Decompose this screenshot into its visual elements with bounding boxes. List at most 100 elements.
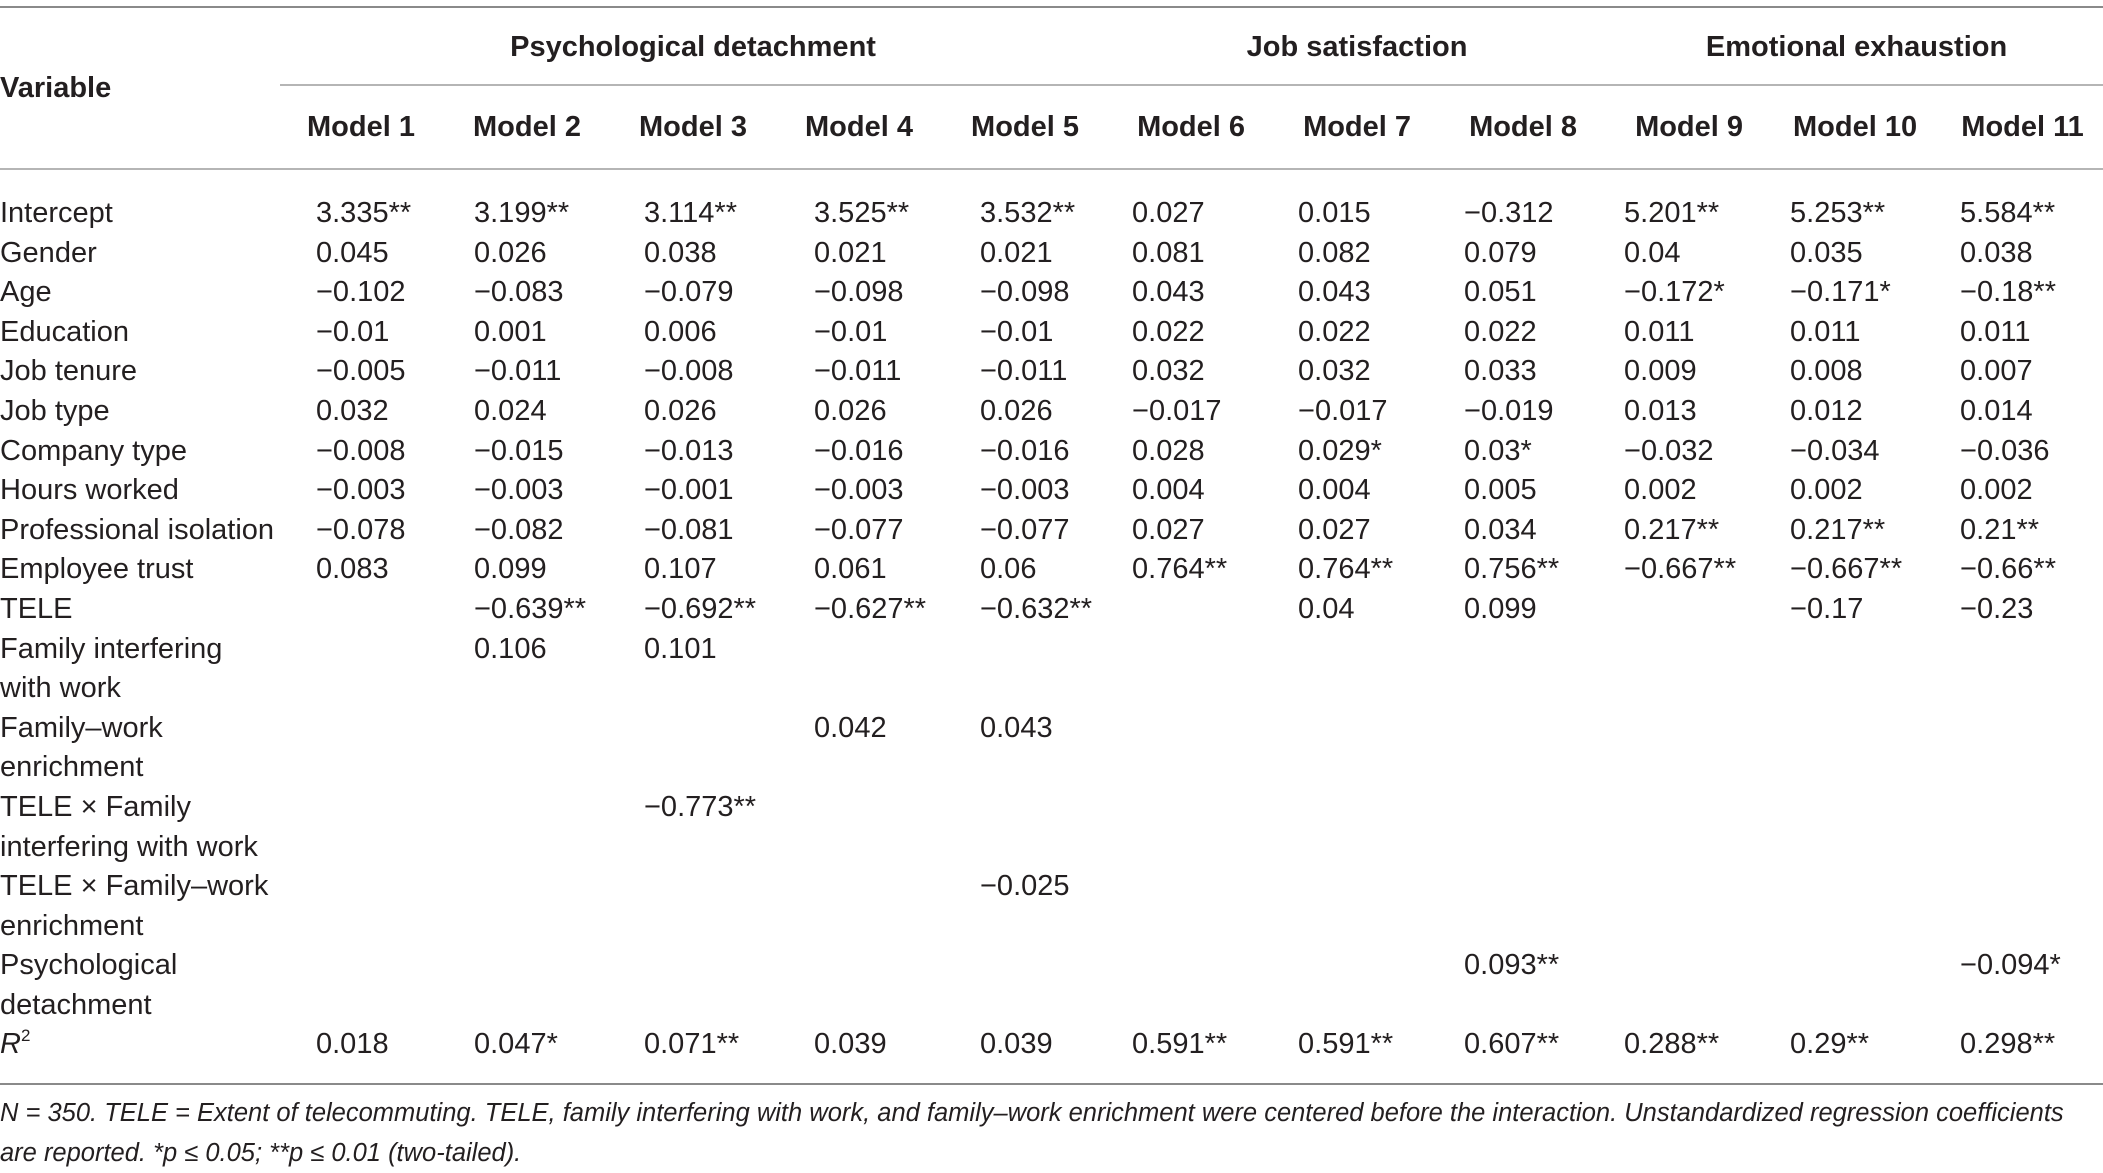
coefficient-cell: 0.039 bbox=[980, 1028, 1053, 1061]
coefficient-cell bbox=[1938, 867, 2103, 946]
group-rule bbox=[1108, 84, 1607, 86]
coefficient-cell: −0.016 bbox=[814, 434, 904, 467]
coefficient-cell bbox=[942, 946, 1108, 1025]
coefficient-cell: 0.029* bbox=[1298, 434, 1382, 467]
row-variable-label: Employee trust bbox=[0, 553, 194, 586]
coefficient-cell: −0.019 bbox=[1464, 394, 1554, 427]
coefficient-cell bbox=[1606, 788, 1772, 867]
coefficient-cell: 0.039 bbox=[814, 1028, 887, 1061]
coefficient-cell: 0.001 bbox=[474, 315, 547, 348]
coefficient-cell: −0.082 bbox=[474, 513, 564, 546]
row-variable-label: Age bbox=[0, 276, 52, 309]
coefficient-cell: −0.036 bbox=[1960, 434, 2050, 467]
coefficient-cell: 0.002 bbox=[1624, 474, 1697, 507]
coefficient-cell: 3.199** bbox=[474, 197, 570, 229]
coefficient-cell: 0.004 bbox=[1298, 474, 1371, 507]
group-header-job-satisfaction: Job satisfaction bbox=[1108, 6, 1607, 86]
model-column-header: Model 2 bbox=[444, 86, 610, 170]
table-row: Gender 0.045 0.026 0.038 0.021 0.021 0.081 0.08… bbox=[0, 234, 2103, 274]
coefficient-cell: 0.022 bbox=[1132, 315, 1205, 348]
coefficient-cell: 0.081 bbox=[1132, 236, 1205, 269]
coefficient-cell: 0.04 bbox=[1298, 592, 1355, 625]
row-variable-label: Job type bbox=[0, 394, 110, 427]
coefficient-cell: −0.081 bbox=[644, 513, 734, 546]
coefficient-cell: 0.06 bbox=[980, 553, 1037, 586]
table-row: Hours worked −0.003 −0.003 −0.001 −0.003 −0.0… bbox=[0, 471, 2103, 511]
coefficient-cell: 0.061 bbox=[814, 553, 887, 586]
coefficient-cell: 0.051 bbox=[1464, 276, 1537, 309]
coefficient-cell: 0.038 bbox=[1960, 236, 2033, 269]
table-row: Job type 0.032 0.024 0.026 0.026 0.026 −0.017 −… bbox=[0, 392, 2103, 432]
coefficient-cell bbox=[278, 630, 444, 709]
coefficient-cell: 0.043 bbox=[1298, 276, 1371, 309]
coefficient-cell: −0.034 bbox=[1790, 434, 1880, 467]
coefficient-cell bbox=[776, 630, 942, 709]
coefficient-cell: 0.011 bbox=[1790, 315, 1861, 348]
regression-table-container: Variable Psychological detachment Job sa… bbox=[0, 6, 2103, 1085]
coefficient-cell: −0.172* bbox=[1624, 276, 1725, 309]
coefficient-cell: 0.012 bbox=[1790, 394, 1863, 427]
model-column-header: Model 11 bbox=[1938, 86, 2103, 170]
table-row: Job tenure −0.005 −0.011 −0.008 −0.011 −0.011… bbox=[0, 352, 2103, 392]
coefficient-cell: −0.01 bbox=[814, 315, 888, 348]
coefficient-cell: 0.101 bbox=[644, 632, 717, 665]
model-column-header: Model 3 bbox=[610, 86, 776, 170]
coefficient-cell: 0.043 bbox=[980, 711, 1053, 744]
table-row: Age −0.102 −0.083 −0.079 −0.098 −0.098 0.043 0.… bbox=[0, 273, 2103, 313]
coefficient-cell: −0.23 bbox=[1960, 592, 2034, 625]
coefficient-cell: 0.027 bbox=[1132, 513, 1205, 546]
coefficient-cell bbox=[278, 946, 444, 1025]
coefficient-cell: 0.756** bbox=[1464, 553, 1560, 586]
coefficient-cell: −0.098 bbox=[814, 276, 904, 309]
model-column-header: Model 9 bbox=[1606, 86, 1773, 170]
coefficient-cell bbox=[444, 867, 610, 946]
model-column-header: Model 10 bbox=[1772, 86, 1939, 170]
coefficient-cell: 0.106 bbox=[474, 632, 547, 665]
coefficient-cell bbox=[1606, 867, 1772, 946]
coefficient-cell: −0.078 bbox=[316, 513, 406, 546]
table-row: TELE × Family interfering with work −0.77… bbox=[0, 788, 2103, 867]
coefficient-cell: 0.764** bbox=[1132, 553, 1228, 586]
row-variable-label: TELE × Family interfering with work bbox=[0, 790, 258, 863]
coefficient-cell: 0.032 bbox=[1298, 355, 1371, 388]
coefficient-cell: −0.003 bbox=[980, 474, 1070, 507]
coefficient-cell: −0.077 bbox=[814, 513, 904, 546]
coefficient-cell: −0.003 bbox=[814, 474, 904, 507]
row-variable-label: Family–work enrichment bbox=[0, 711, 163, 784]
coefficient-cell bbox=[1108, 867, 1274, 946]
coefficient-cell: 3.525** bbox=[814, 197, 910, 229]
coefficient-cell: 0.011 bbox=[1960, 315, 2031, 348]
coefficient-cell: −0.639** bbox=[474, 592, 587, 625]
coefficient-cell: 0.038 bbox=[644, 236, 717, 269]
coefficient-cell bbox=[1606, 630, 1772, 709]
coefficient-cell bbox=[942, 630, 1108, 709]
table-row: Intercept 3.335** 3.199** 3.114** 3.525** 3.5… bbox=[0, 169, 2103, 234]
coefficient-cell: 5.584** bbox=[1960, 197, 2056, 229]
coefficient-cell: 0.024 bbox=[474, 394, 547, 427]
coefficient-cell: 0.033 bbox=[1464, 355, 1537, 388]
coefficient-cell: 0.009 bbox=[1624, 355, 1697, 388]
coefficient-cell bbox=[776, 867, 942, 946]
coefficient-cell: −0.015 bbox=[474, 434, 564, 467]
coefficient-cell: −0.312 bbox=[1464, 197, 1554, 229]
group-rule bbox=[280, 84, 1109, 86]
coefficient-cell: 0.764** bbox=[1298, 553, 1394, 586]
coefficient-cell bbox=[1772, 630, 1938, 709]
coefficient-cell: 0.032 bbox=[316, 394, 389, 427]
coefficient-cell bbox=[1108, 590, 1274, 630]
row-variable-label: Education bbox=[0, 315, 129, 348]
row-variable-label: Job tenure bbox=[0, 355, 138, 388]
coefficient-cell: 0.027 bbox=[1132, 197, 1205, 229]
coefficient-cell: 0.022 bbox=[1298, 315, 1371, 348]
group-rule bbox=[1606, 84, 2103, 86]
table-row: Psychological detachment 0.093** −0.094* bbox=[0, 946, 2103, 1025]
coefficient-cell bbox=[1606, 590, 1772, 630]
coefficient-cell: 0.591** bbox=[1132, 1028, 1228, 1061]
row-variable-label: Psychological detachment bbox=[0, 949, 178, 1021]
coefficient-cell: −0.102 bbox=[316, 276, 406, 309]
coefficient-cell: −0.094* bbox=[1960, 949, 2061, 982]
coefficient-cell: 0.099 bbox=[1464, 592, 1537, 625]
row-variable-label: Professional isolation bbox=[0, 513, 275, 546]
coefficient-cell: −0.011 bbox=[814, 355, 902, 388]
coefficient-cell: 0.29** bbox=[1790, 1028, 1870, 1061]
